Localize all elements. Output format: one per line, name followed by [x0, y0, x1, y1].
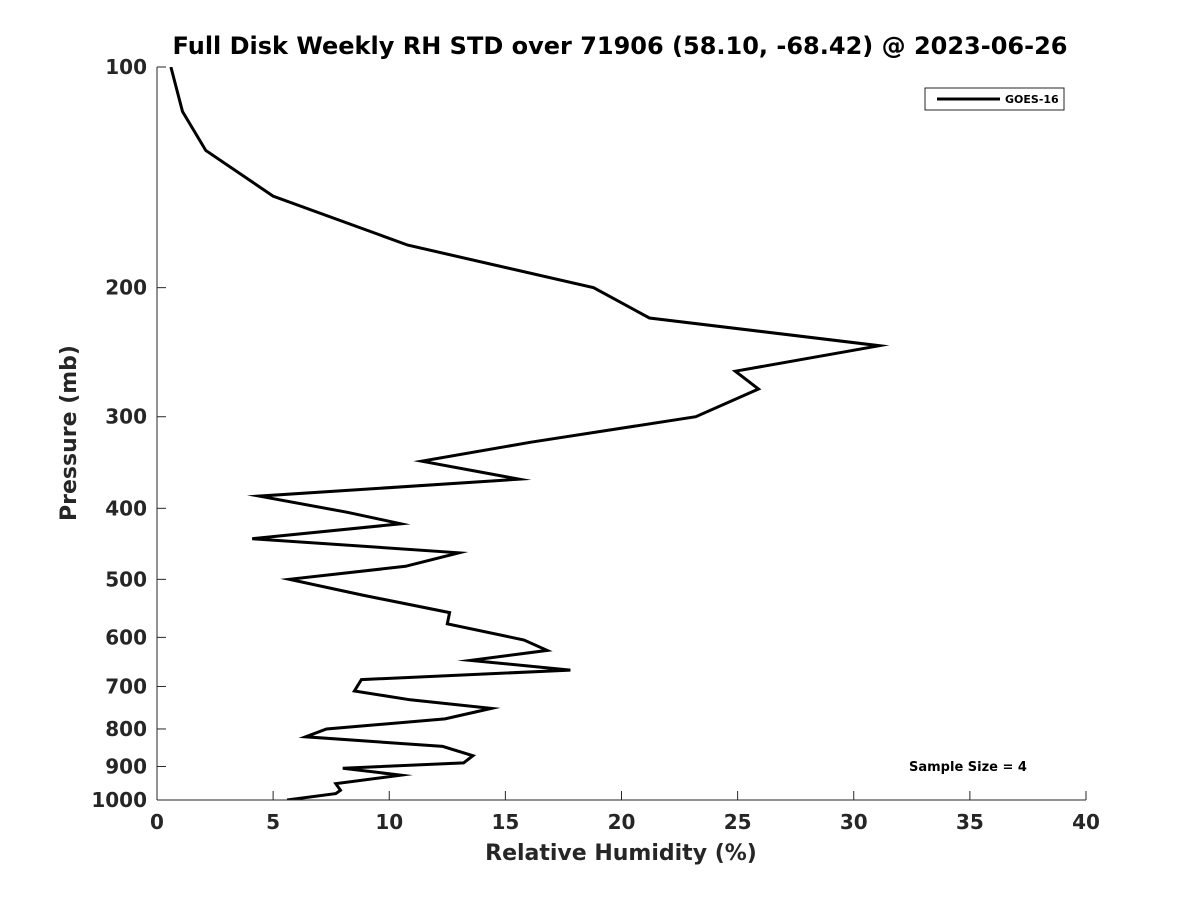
y-tick-label: 200: [105, 276, 147, 300]
x-axis-label: Relative Humidity (%): [485, 841, 757, 866]
x-tick-label: 15: [491, 810, 519, 834]
series-line-goes-16: [169, 67, 890, 800]
x-tick-label: 5: [266, 810, 280, 834]
x-tick-label: 25: [724, 810, 752, 834]
x-tick-label: 10: [375, 810, 403, 834]
y-tick-label: 700: [105, 674, 147, 698]
y-tick-label: 900: [105, 754, 147, 778]
sample-size-annotation: Sample Size = 4: [909, 760, 1027, 775]
y-tick-label: 400: [105, 496, 147, 520]
plot-background: [157, 67, 1086, 800]
legend-label-goes-16: GOES-16: [1005, 93, 1059, 106]
plot-area: [157, 67, 1086, 800]
y-axis-label: Pressure (mb): [57, 345, 82, 521]
chart-title: Full Disk Weekly RH STD over 71906 (58.1…: [173, 32, 1068, 60]
x-tick-label: 35: [956, 810, 984, 834]
x-tick-label: 20: [608, 810, 636, 834]
y-tick-label: 1000: [91, 788, 147, 812]
x-tick-label: 40: [1072, 810, 1100, 834]
x-axis-ticks: 0 5 10 15 20 25 30 35 40: [150, 791, 1100, 834]
x-tick-label: 0: [150, 810, 164, 834]
y-axis-ticks: 100 200 300 400 500 600 700 800 900 1000: [91, 55, 166, 812]
y-tick-label: 800: [105, 717, 147, 741]
y-tick-label: 600: [105, 625, 147, 649]
y-tick-label: 100: [105, 55, 147, 79]
x-tick-label: 30: [840, 810, 868, 834]
series-layer: [169, 67, 890, 800]
y-tick-label: 500: [105, 567, 147, 591]
legend: GOES-16: [924, 87, 1065, 111]
y-tick-label: 300: [105, 405, 147, 429]
